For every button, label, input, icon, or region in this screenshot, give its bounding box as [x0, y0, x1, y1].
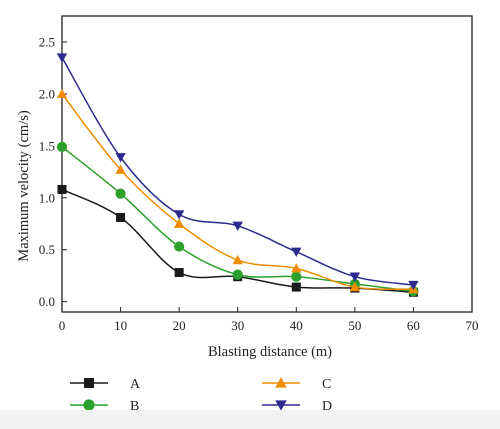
plot-border [61, 15, 473, 313]
y-axis-title: Maximum velocity (cm/s) [16, 110, 32, 262]
data-point-c [349, 281, 361, 292]
legend-item-b: B [70, 399, 139, 414]
x-tick-label: 70 [466, 318, 479, 333]
data-point-d [232, 221, 243, 231]
x-tick-label: 40 [290, 318, 303, 333]
footer-band [0, 410, 500, 429]
legend-marker [275, 400, 287, 411]
data-point-a [116, 212, 126, 222]
series-layer [56, 53, 419, 297]
legend-label: C [322, 377, 331, 392]
x-tick-label: 0 [59, 318, 66, 333]
x-tick-label: 10 [114, 318, 127, 333]
y-tick-label: 1.5 [39, 138, 55, 153]
series-a [57, 184, 418, 297]
legend-label: B [130, 399, 139, 414]
data-point-c [291, 263, 302, 273]
legend-item-c: C [262, 377, 331, 392]
data-point-d [291, 247, 302, 257]
data-point-b [174, 241, 185, 252]
data-point-c [56, 88, 68, 99]
data-point-d [115, 153, 126, 163]
data-point-c [232, 254, 243, 265]
series-line-d [61, 57, 414, 286]
legend-label: D [322, 399, 332, 414]
legend-label: A [130, 377, 141, 392]
y-tick-label: 0.0 [39, 294, 55, 309]
x-tick-label: 50 [348, 318, 361, 333]
y-tick-label: 2.0 [39, 86, 55, 101]
x-tick-label: 20 [173, 318, 186, 333]
data-point-c [173, 218, 185, 228]
y-tick-label: 2.5 [39, 34, 55, 49]
y-tick-label: 1.0 [39, 190, 55, 205]
data-point-b [232, 269, 243, 280]
data-point-b [291, 271, 302, 282]
legend-item-d: D [262, 399, 332, 414]
y-tick-label: 0.5 [39, 242, 55, 257]
legend-marker [275, 377, 287, 388]
series-c [56, 88, 419, 294]
series-b [56, 141, 419, 297]
data-point-a [57, 184, 67, 194]
data-point-a [291, 282, 301, 292]
legend: AB CD [70, 377, 332, 414]
data-point-d [408, 280, 419, 291]
data-point-d [173, 210, 185, 220]
legend-marker [84, 378, 94, 388]
data-point-d [56, 53, 68, 63]
data-point-a [174, 268, 184, 278]
legend-marker [83, 399, 95, 411]
x-tick-label: 60 [407, 318, 420, 333]
x-axis-ticks: 0 10 20 30 40 50 60 70 [59, 307, 479, 333]
data-point-b [115, 188, 126, 199]
series-d [56, 53, 419, 291]
data-point-b [56, 141, 68, 152]
y-axis-ticks: 0.0 0.5 1.0 1.5 2.0 2.5 [39, 34, 67, 309]
legend-item-a: A [70, 377, 141, 392]
plot-area-frame [61, 15, 473, 313]
x-tick-label: 30 [231, 318, 244, 333]
data-point-d [349, 272, 361, 282]
x-axis-title: Blasting distance (m) [208, 344, 332, 360]
data-point-c [115, 164, 126, 174]
